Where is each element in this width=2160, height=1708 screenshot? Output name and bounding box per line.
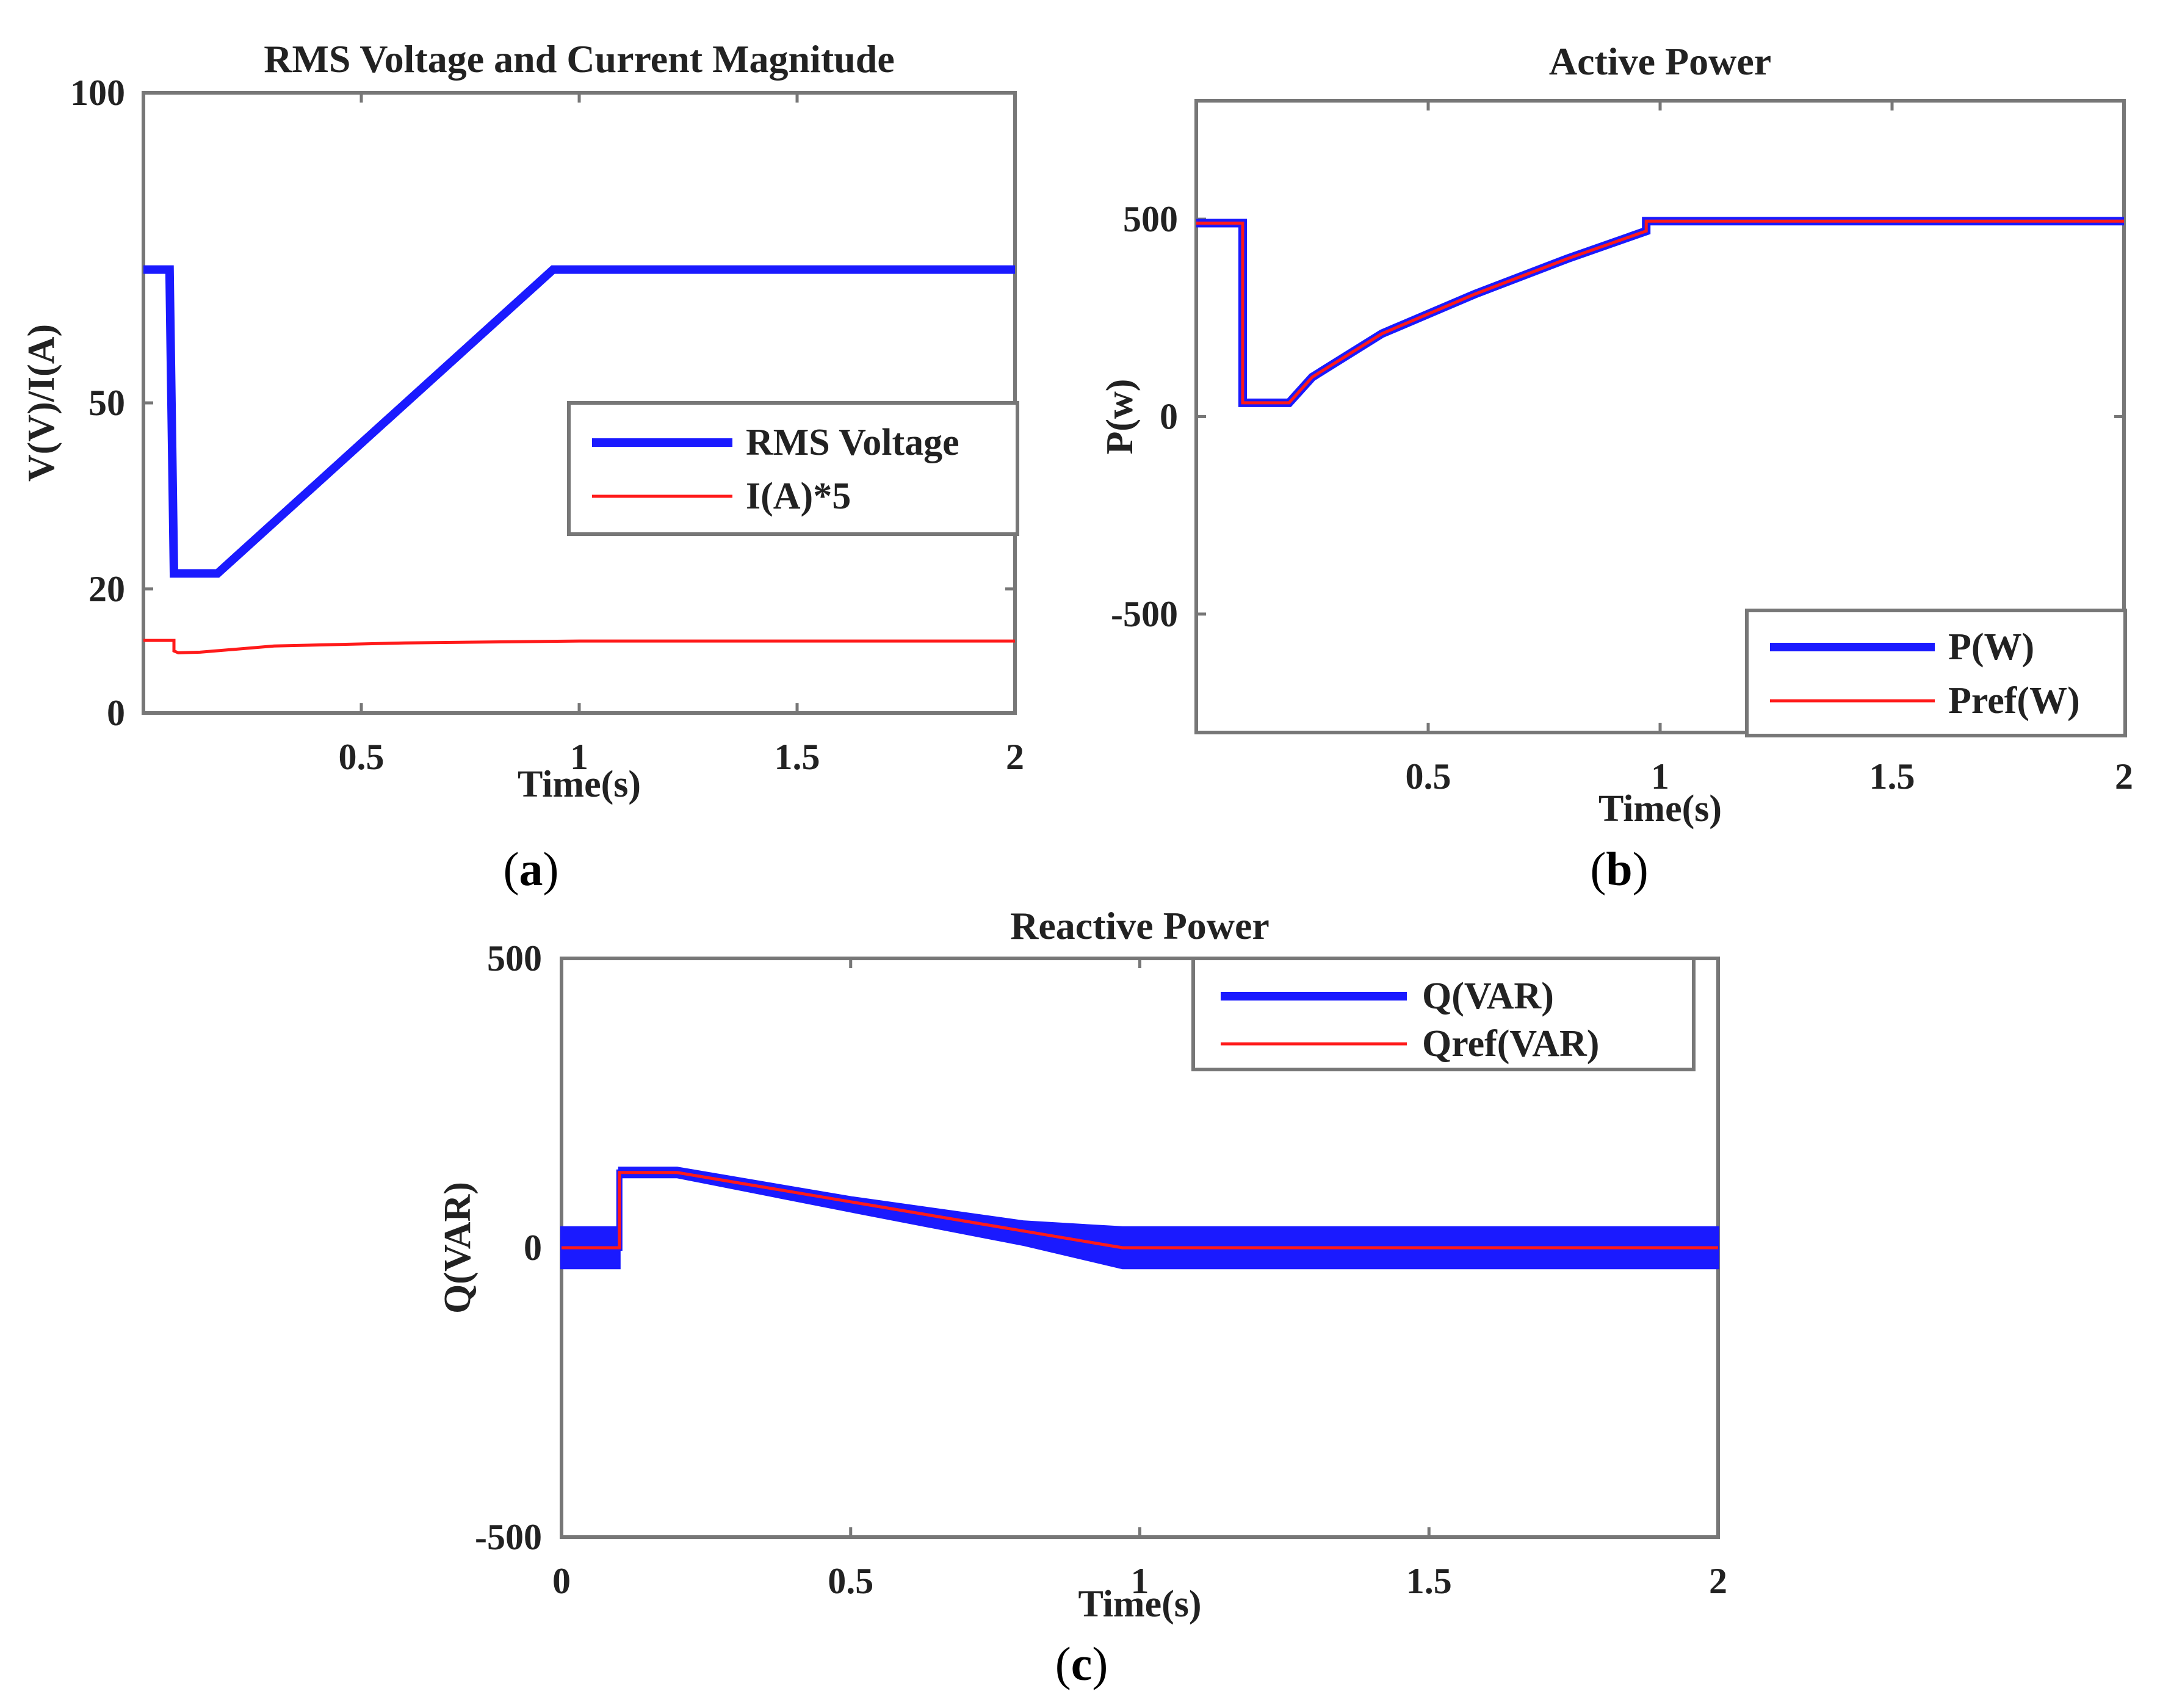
- y-tick-label: 0: [524, 1228, 542, 1268]
- legend-box: [1191, 957, 1696, 1071]
- x-tick-label: 2: [1006, 737, 1024, 777]
- legend-label: Qref(VAR): [1422, 1023, 1599, 1065]
- y-tick-label: 50: [88, 383, 125, 423]
- x-tick-label: 2: [1709, 1561, 1727, 1601]
- x-tick-label: 1: [1651, 756, 1669, 797]
- y-tick-label: 20: [88, 569, 125, 609]
- x-tick-label: 1.5: [775, 737, 820, 777]
- legend-box: [567, 401, 1019, 536]
- y-tick-label: 0: [1160, 397, 1178, 437]
- legend-label: P(W): [1948, 626, 2034, 668]
- y-axis-label: V(V)/I(A): [21, 324, 62, 482]
- legend: P(W) Pref(W): [1745, 609, 2127, 737]
- legend-box: [1745, 609, 2127, 737]
- x-axis-label: Time(s): [1078, 1583, 1201, 1625]
- y-tick-label: 100: [70, 73, 125, 113]
- chart-title: Active Power: [1549, 40, 1771, 83]
- y-tick-label: -500: [475, 1517, 542, 1557]
- caption-a: (a): [504, 842, 559, 896]
- caption-c-letter: c: [1071, 1637, 1093, 1690]
- x-tick-label: 2: [2115, 756, 2133, 797]
- series-rms-voltage-line: [143, 265, 1015, 578]
- y-tick-label: 0: [107, 693, 125, 733]
- x-tick-label: 1.5: [1406, 1561, 1452, 1601]
- legend-label: Q(VAR): [1422, 975, 1554, 1017]
- chart-title: RMS Voltage and Current Magnitude: [264, 37, 895, 81]
- chart-title: Reactive Power: [1010, 904, 1270, 947]
- y-axis-label: Q(VAR): [437, 1182, 479, 1314]
- caption-b: (b): [1590, 842, 1648, 896]
- x-tick-label: 0.5: [828, 1561, 873, 1601]
- x-tick-label: 0.5: [1406, 756, 1451, 797]
- y-axis-label: P(w): [1099, 379, 1141, 455]
- x-axis-label: Time(s): [518, 764, 641, 805]
- chart-panel-b: 0.5 1 1.5 2 -500 0 500 Active Power Time(s) P(w) P…: [1099, 40, 2133, 830]
- legend-label: Pref(W): [1948, 680, 2080, 722]
- y-tick-label: 500: [487, 938, 542, 979]
- x-tick-label: 1: [1131, 1561, 1149, 1601]
- legend: Q(VAR) Qref(VAR): [1191, 957, 1696, 1071]
- series-pref-w-line: [1196, 219, 2124, 405]
- x-axis-label: Time(s): [1598, 788, 1722, 830]
- x-tick-label: 1: [570, 737, 588, 777]
- caption-a-letter: a: [519, 842, 543, 896]
- y-tick-label: 500: [1123, 199, 1178, 239]
- series-i-a-5-line: [143, 639, 1015, 654]
- caption-c: (c): [1055, 1637, 1108, 1690]
- x-tick-label: 1.5: [1869, 756, 1915, 797]
- legend: RMS Voltage I(A)*5: [567, 401, 1019, 536]
- x-tick-label: 0.5: [339, 737, 385, 777]
- legend-label: I(A)*5: [746, 476, 851, 517]
- caption-b-letter: b: [1606, 842, 1632, 896]
- y-tick-label: -500: [1111, 594, 1178, 634]
- x-tick-label: 0: [552, 1561, 571, 1601]
- legend-label: RMS Voltage: [746, 422, 959, 463]
- series-qref-var-line: [562, 1171, 1718, 1250]
